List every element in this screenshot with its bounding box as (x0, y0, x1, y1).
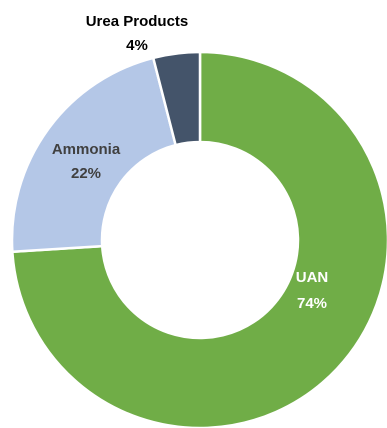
slice-ammonia (10, 56, 178, 254)
slice-label-urea-products: Urea Products (86, 13, 189, 30)
slice-urea-products (151, 50, 202, 147)
slice-label-uan: UAN (296, 269, 329, 286)
slice-value-ammonia: 22% (71, 165, 101, 182)
slice-uan (11, 50, 387, 428)
slice-value-uan: 74% (297, 295, 327, 312)
slice-value-urea-products: 4% (126, 37, 148, 54)
slice-label-ammonia: Ammonia (52, 141, 121, 158)
